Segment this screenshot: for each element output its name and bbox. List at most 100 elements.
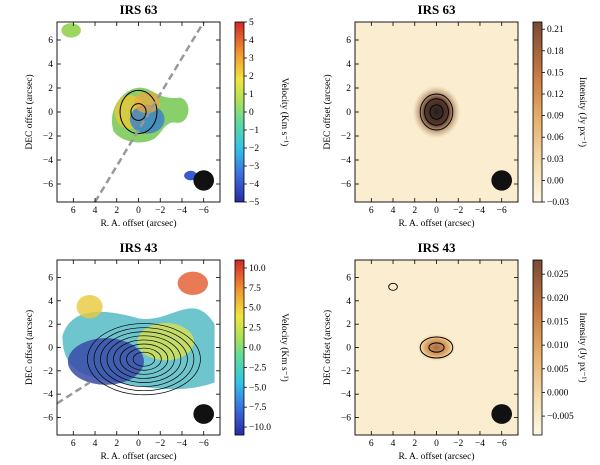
colorbar-tick-label: 0.025 xyxy=(547,270,569,280)
contour-3 xyxy=(119,343,169,375)
contour-2 xyxy=(119,89,158,135)
y-tick-label: −2 xyxy=(341,132,351,142)
colorbar-tick-label: 0.000 xyxy=(547,388,569,398)
x-tick-label: 0 xyxy=(136,439,141,449)
colorbar-tick-label: −4 xyxy=(249,180,259,190)
contour-1 xyxy=(130,103,147,121)
x-tick-label: 6 xyxy=(369,206,374,216)
beam-ellipse xyxy=(491,170,513,191)
x-tick-label: 4 xyxy=(93,206,98,216)
colorbar xyxy=(234,21,245,203)
panel-2: −6 −4 −2 0 2 4 6 −6 −4 −2 0 2 4 6 IRS 63 R. A. offset (… xyxy=(322,2,588,229)
colorbar-tick-label: −7.5 xyxy=(249,403,266,413)
colorbar-tick-label: −1 xyxy=(249,126,259,136)
contour-1 xyxy=(132,351,156,367)
colorbar-tick-label: 0.005 xyxy=(547,365,569,375)
y-tick-label: 0 xyxy=(346,344,351,354)
x-tick-label: −6 xyxy=(497,206,507,216)
y-axis-label: DEC offset (arcsec) xyxy=(322,74,333,149)
colorbar-tick-label: 0.0 xyxy=(249,344,261,354)
position-angle-line xyxy=(93,22,205,202)
x-tick-label: −4 xyxy=(177,439,187,449)
colorbar-label: Intensity (Jy px⁻¹) xyxy=(577,312,588,382)
velocity-redshift xyxy=(177,271,209,296)
chart-title: IRS 43 xyxy=(120,240,158,255)
plot-body xyxy=(412,85,513,191)
colorbar-tick-label: 0.09 xyxy=(547,112,564,122)
y-tick-label: 6 xyxy=(346,274,351,284)
colorbar-tick-label: 4 xyxy=(249,36,254,46)
x-tick-label: −2 xyxy=(453,439,463,449)
panel-3: −6 −4 −2 0 2 4 6 −6 −4 −2 0 2 4 6 IRS 43 R. A. offset (… xyxy=(24,240,290,462)
position-angle-line xyxy=(57,381,91,405)
colorbar xyxy=(234,259,245,436)
colorbar-tick-label: 0.00 xyxy=(547,176,564,186)
x-tick-label: −4 xyxy=(177,206,187,216)
x-tick-label: 6 xyxy=(71,439,76,449)
contour-7 xyxy=(93,327,195,392)
panel-4: −6 −4 −2 0 2 4 6 −6 −4 −2 0 2 4 6 IRS 43 R. A. offset (… xyxy=(322,240,588,462)
y-tick-label: 4 xyxy=(346,297,351,307)
y-tick-label: −4 xyxy=(43,390,53,400)
velocity-yellow xyxy=(76,295,103,319)
chart-title: IRS 43 xyxy=(418,240,456,255)
contour-6 xyxy=(100,331,188,387)
colorbar-tick-label: 0.21 xyxy=(547,25,564,35)
y-tick-label: 6 xyxy=(346,36,351,46)
y-tick-label: 0 xyxy=(346,108,351,118)
colorbar-tick-label: −10.0 xyxy=(249,423,271,433)
x-tick-label: −2 xyxy=(155,439,165,449)
edge-patch xyxy=(61,23,81,38)
colorbar-tick-label: −2 xyxy=(249,144,259,154)
contour-2 xyxy=(428,342,445,353)
y-axis-label: DEC offset (arcsec) xyxy=(322,310,333,385)
y-tick-label: 4 xyxy=(346,60,351,70)
colorbar-tick-label: 2 xyxy=(249,72,254,82)
x-tick-label: 2 xyxy=(114,439,119,449)
x-tick-label: 0 xyxy=(136,206,141,216)
colorbar-tick-label: 0 xyxy=(249,108,254,118)
x-axis-label: R. A. offset (arcsec) xyxy=(100,451,176,462)
y-tick-label: −6 xyxy=(43,180,53,190)
contour-2 xyxy=(126,347,162,371)
colorbar-tick-label: −2.5 xyxy=(249,363,266,373)
colorbar-tick-label: 0.18 xyxy=(547,47,564,57)
x-tick-label: −6 xyxy=(497,439,507,449)
y-tick-label: 6 xyxy=(48,274,53,284)
colorbar-tick-label: 3 xyxy=(249,54,254,64)
y-tick-label: 4 xyxy=(48,297,53,307)
colorbar-tick-label: 0.15 xyxy=(547,68,564,78)
x-tick-label: 2 xyxy=(412,206,417,216)
y-tick-label: 4 xyxy=(48,60,53,70)
colorbar xyxy=(532,259,543,436)
contour-1 xyxy=(419,336,454,359)
contour-5 xyxy=(106,335,182,383)
x-tick-label: 2 xyxy=(114,206,119,216)
plot-body xyxy=(57,271,215,424)
velocity-blueshift xyxy=(67,338,144,385)
colorbar-tick-label: −5 xyxy=(249,198,259,208)
colorbar-tick-label: 7.5 xyxy=(249,284,261,294)
colorbar-tick-label: 0.020 xyxy=(547,294,569,304)
x-tick-label: 0 xyxy=(434,439,439,449)
x-tick-label: 2 xyxy=(412,439,417,449)
colorbar-tick-label: −5.0 xyxy=(249,383,266,393)
colorbar-tick-label: −3 xyxy=(249,162,259,172)
x-tick-label: 6 xyxy=(369,439,374,449)
beam-ellipse xyxy=(491,404,513,424)
colorbar-tick-label: 10.0 xyxy=(249,264,266,274)
y-tick-label: 6 xyxy=(48,36,53,46)
source-emission xyxy=(416,333,457,362)
colorbar-tick-label: −0.005 xyxy=(547,412,574,422)
plot-body xyxy=(388,282,513,424)
y-tick-label: 0 xyxy=(48,344,53,354)
colorbar-tick-label: 0.015 xyxy=(547,317,569,327)
colorbar-tick-label: 2.5 xyxy=(249,324,261,334)
x-tick-label: −2 xyxy=(155,206,165,216)
colorbar-tick-label: 1 xyxy=(249,90,254,100)
x-tick-label: −4 xyxy=(475,206,485,216)
y-tick-label: −6 xyxy=(341,414,351,424)
x-tick-label: −6 xyxy=(199,206,209,216)
chart-title: IRS 63 xyxy=(120,2,158,17)
x-tick-label: −2 xyxy=(453,206,463,216)
